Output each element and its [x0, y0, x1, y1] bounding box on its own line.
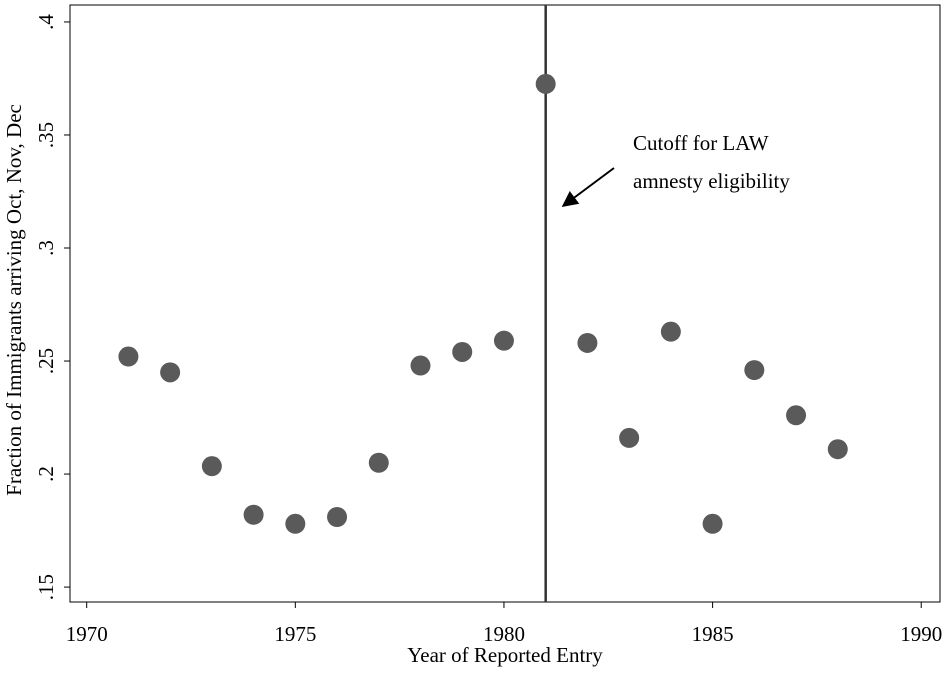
plot-frame: [69, 4, 941, 603]
y-tick-label: .35: [34, 122, 58, 148]
point: [744, 360, 765, 381]
point: [118, 346, 139, 367]
point: [493, 330, 514, 351]
point: [619, 427, 640, 448]
point: [201, 456, 222, 477]
point: [368, 452, 389, 473]
x-tick-label: 1980: [483, 622, 525, 646]
point: [243, 504, 264, 525]
point: [577, 332, 598, 353]
point: [452, 341, 473, 362]
y-tick-label: .2: [34, 466, 58, 482]
point: [535, 73, 556, 94]
point: [410, 355, 431, 376]
y-axis-label: Fraction of Immigrants arriving Oct, Nov…: [2, 104, 26, 496]
point: [327, 507, 348, 528]
point: [285, 513, 306, 534]
y-tick-label: .25: [34, 348, 58, 374]
point: [702, 513, 723, 534]
point: [160, 362, 181, 383]
y-tick-label: .4: [34, 14, 58, 30]
point: [827, 439, 848, 460]
x-axis-label: Year of Reported Entry: [407, 643, 603, 667]
point: [660, 321, 681, 342]
annotation: Cutoff for LAW: [633, 131, 769, 155]
annotation-arrow: [561, 167, 615, 207]
x-tick-label: 1975: [274, 622, 316, 646]
annotation: amnesty eligibility: [633, 169, 790, 193]
y-tick-label: .15: [34, 574, 58, 600]
point: [786, 405, 807, 426]
x-tick-label: 1970: [66, 622, 108, 646]
x-tick-label: 1985: [692, 622, 734, 646]
x-tick-label: 1990: [900, 622, 942, 646]
y-tick-label: .3: [34, 240, 58, 256]
